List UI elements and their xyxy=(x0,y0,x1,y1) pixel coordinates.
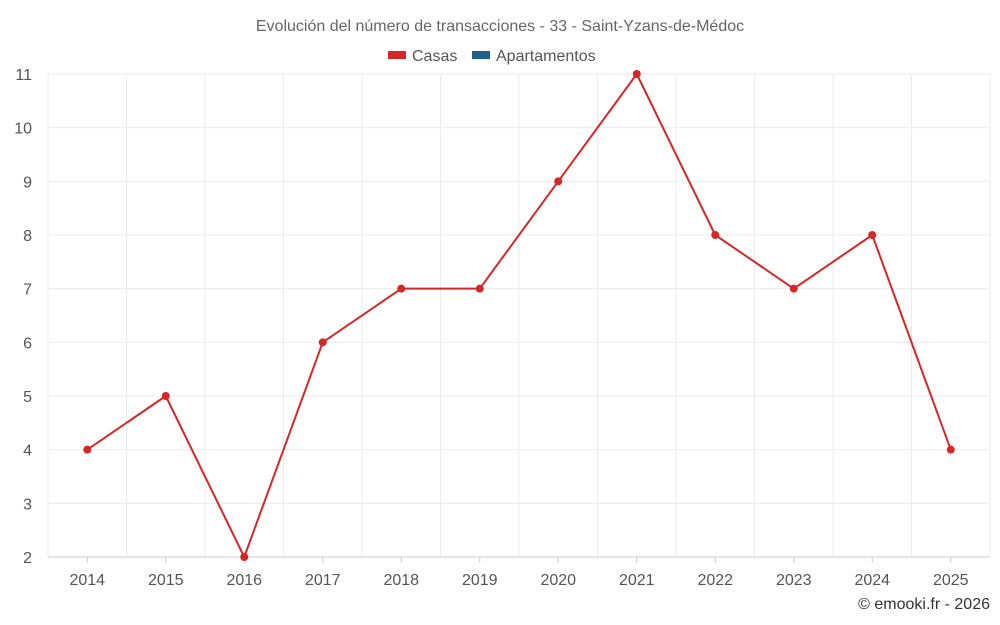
y-tick-label: 11 xyxy=(15,67,32,84)
y-tick-label: 6 xyxy=(23,335,32,352)
x-tick-label: 2016 xyxy=(226,572,262,589)
legend-item-casas[interactable]: Casas xyxy=(388,48,457,65)
y-tick-label: 5 xyxy=(23,389,32,406)
x-tick-label: 2015 xyxy=(148,572,184,589)
legend-swatch-apartamentos xyxy=(472,51,490,59)
data-point-casas-2023[interactable] xyxy=(789,284,798,293)
chart-title: Evolución del número de transacciones - … xyxy=(256,18,744,35)
data-point-casas-2020[interactable] xyxy=(554,177,563,186)
x-tick-label: 2023 xyxy=(776,572,812,589)
data-point-casas-2018[interactable] xyxy=(397,284,406,293)
x-tick-label: 2017 xyxy=(305,572,341,589)
credit-text: © emooki.fr - 2026 xyxy=(858,596,990,613)
data-point-casas-2014[interactable] xyxy=(83,445,92,454)
x-tick-label: 2024 xyxy=(854,572,890,589)
legend-item-apartamentos[interactable]: Apartamentos xyxy=(472,48,596,65)
data-point-casas-2025[interactable] xyxy=(946,445,955,454)
y-tick-label: 7 xyxy=(23,282,32,299)
y-tick-label: 2 xyxy=(23,550,32,567)
x-tick-label: 2018 xyxy=(383,572,419,589)
y-tick-label: 9 xyxy=(23,174,32,191)
legend-label-apartamentos: Apartamentos xyxy=(496,48,596,65)
legend: Casas Apartamentos xyxy=(388,48,596,65)
legend-swatch-casas xyxy=(388,51,406,59)
y-axis-ticks: 2 3 4 5 6 7 8 9 10 11 xyxy=(14,67,32,567)
y-tick-label: 10 xyxy=(14,121,32,138)
y-tick-label: 3 xyxy=(23,496,32,513)
x-tick-label: 2025 xyxy=(933,572,969,589)
data-point-casas-2022[interactable] xyxy=(711,231,720,239)
data-point-casas-2019[interactable] xyxy=(475,284,484,293)
data-point-casas-2017[interactable] xyxy=(318,338,327,347)
x-axis-ticks: 2014 2015 2016 2017 2018 2019 2020 2021 2022 2023… xyxy=(69,557,969,589)
y-tick-label: 8 xyxy=(23,228,32,245)
x-tick-label: 2019 xyxy=(462,572,498,589)
series-casas xyxy=(83,70,955,561)
x-tick-label: 2022 xyxy=(697,572,733,589)
data-point-casas-2024[interactable] xyxy=(868,231,877,239)
x-tick-label: 2014 xyxy=(69,572,105,589)
series-line-casas xyxy=(86,73,952,558)
data-point-casas-2021[interactable] xyxy=(632,70,641,78)
legend-label-casas: Casas xyxy=(412,48,457,65)
data-point-casas-2016[interactable] xyxy=(240,553,249,561)
data-point-casas-2015[interactable] xyxy=(161,392,170,400)
y-tick-label: 4 xyxy=(23,443,32,460)
x-tick-label: 2020 xyxy=(540,572,576,589)
gridlines xyxy=(47,73,991,557)
x-tick-label: 2021 xyxy=(619,572,655,589)
